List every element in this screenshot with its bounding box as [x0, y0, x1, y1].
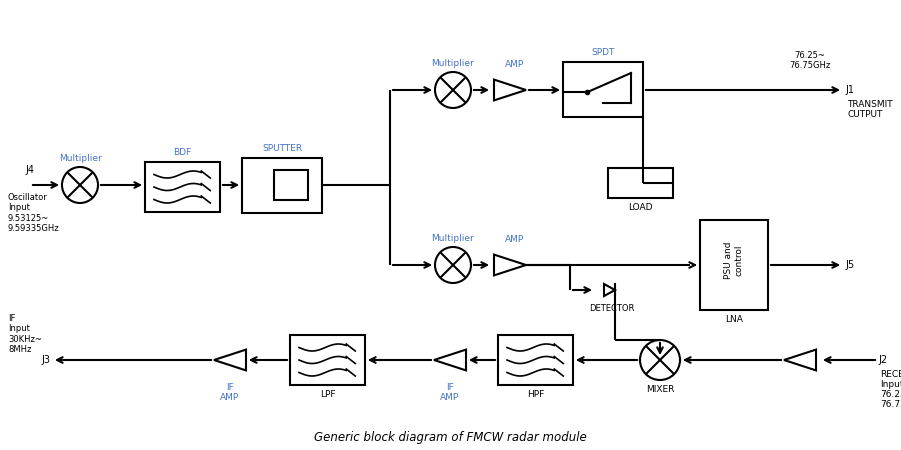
Text: LPF: LPF: [320, 390, 335, 399]
Text: AMP: AMP: [505, 235, 524, 244]
Text: J2: J2: [878, 355, 887, 365]
Text: J5: J5: [845, 260, 854, 270]
Text: LOAD: LOAD: [628, 203, 652, 212]
Text: Multiplier: Multiplier: [59, 154, 102, 163]
Bar: [145, 162, 220, 212]
Text: PSU and
control: PSU and control: [724, 241, 743, 279]
Text: Oscillator
Input
9.53125~
9.59335GHz: Oscillator Input 9.53125~ 9.59335GHz: [8, 193, 59, 233]
Text: 76.25~: 76.25~: [795, 51, 825, 60]
Text: Multiplier: Multiplier: [432, 59, 474, 68]
Text: 76.25~: 76.25~: [880, 390, 901, 399]
Bar: [563, 62, 643, 117]
Text: DETECTOR: DETECTOR: [589, 304, 634, 313]
Bar: [498, 335, 573, 385]
Bar: [242, 158, 322, 213]
Text: 76.75GHz: 76.75GHz: [880, 400, 901, 409]
Text: HPF: HPF: [527, 390, 544, 399]
Text: SPDT: SPDT: [591, 48, 614, 57]
Text: IF
Input
30KHz~
8MHz: IF Input 30KHz~ 8MHz: [8, 314, 41, 354]
Text: Generic block diagram of FMCW radar module: Generic block diagram of FMCW radar modu…: [314, 432, 587, 445]
Bar: [700, 220, 768, 310]
Text: J1: J1: [845, 85, 854, 95]
Bar: [290, 335, 365, 385]
Text: SPUTTER: SPUTTER: [262, 144, 302, 153]
Text: J4: J4: [25, 165, 34, 175]
Bar: [608, 168, 673, 198]
Text: CUTPUT: CUTPUT: [847, 110, 882, 119]
Text: LNA: LNA: [725, 315, 743, 324]
Text: AMP: AMP: [505, 60, 524, 69]
Text: RECEIVE: RECEIVE: [880, 370, 901, 379]
Text: IF
AMP: IF AMP: [441, 383, 460, 402]
Text: J3: J3: [41, 355, 50, 365]
Text: MIXER: MIXER: [646, 385, 674, 394]
Text: 76.75GHz: 76.75GHz: [789, 61, 831, 70]
Text: Input: Input: [880, 380, 901, 389]
Bar: [274, 170, 307, 200]
Text: IF
AMP: IF AMP: [221, 383, 240, 402]
Text: BDF: BDF: [173, 148, 192, 157]
Text: Multiplier: Multiplier: [432, 234, 474, 243]
Text: TRANSMIT: TRANSMIT: [847, 100, 893, 109]
